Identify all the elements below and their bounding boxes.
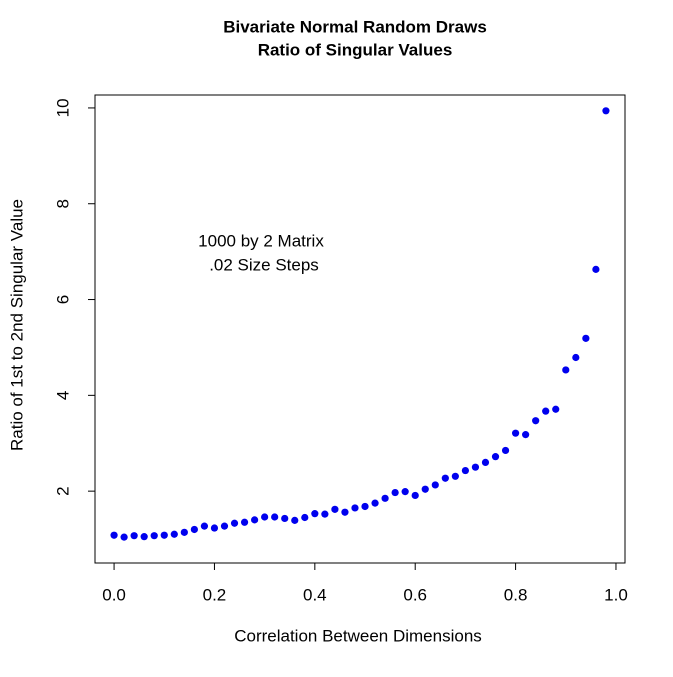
point xyxy=(542,407,550,415)
point xyxy=(351,504,359,512)
y-tick-label: 2 xyxy=(53,486,72,495)
x-tick-label: 0.2 xyxy=(203,585,227,604)
point xyxy=(602,107,610,115)
point xyxy=(120,533,128,541)
point xyxy=(471,463,480,471)
point xyxy=(311,510,319,518)
point xyxy=(301,513,309,522)
point xyxy=(511,429,520,437)
point xyxy=(251,516,259,524)
point xyxy=(150,532,158,540)
point xyxy=(592,265,600,273)
x-tick-label: 0.6 xyxy=(403,585,427,604)
x-tick-label: 0.4 xyxy=(303,585,327,604)
point xyxy=(130,532,138,540)
point xyxy=(371,499,379,507)
point xyxy=(381,494,389,502)
point xyxy=(451,472,459,480)
chart-title: Bivariate Normal Random Draws xyxy=(223,17,487,36)
point xyxy=(501,446,510,455)
point xyxy=(291,516,299,524)
point xyxy=(391,488,399,497)
y-tick-label: 8 xyxy=(53,199,72,208)
point xyxy=(431,481,439,489)
point xyxy=(562,366,570,374)
point xyxy=(572,353,580,362)
point xyxy=(240,518,249,526)
point xyxy=(170,530,178,538)
x-tick-label: 0.8 xyxy=(504,585,528,604)
point xyxy=(481,458,490,467)
point xyxy=(180,528,188,536)
point xyxy=(230,519,239,527)
point xyxy=(190,525,198,534)
point xyxy=(421,485,429,493)
point xyxy=(110,531,118,539)
y-axis-label: Ratio of 1st to 2nd Singular Value xyxy=(7,199,26,451)
point xyxy=(552,405,560,413)
point xyxy=(401,488,409,496)
point xyxy=(522,431,530,439)
point xyxy=(210,524,219,532)
x-axis-label: Correlation Between Dimensions xyxy=(234,626,482,645)
y-tick-label: 6 xyxy=(53,295,72,304)
point xyxy=(160,531,168,539)
point xyxy=(200,522,209,530)
point xyxy=(331,505,339,513)
y-tick-label: 4 xyxy=(53,391,72,400)
point xyxy=(532,417,540,425)
point xyxy=(321,510,329,518)
point xyxy=(411,491,419,500)
x-tick-label: 1.0 xyxy=(604,585,628,604)
y-tick-label: 10 xyxy=(53,98,72,117)
point xyxy=(261,513,269,521)
point xyxy=(271,513,279,521)
annotation: 1000 by 2 Matrix xyxy=(198,231,324,250)
point xyxy=(220,522,229,530)
annotation: .02 Size Steps xyxy=(209,255,319,274)
point xyxy=(281,514,289,523)
point xyxy=(491,453,500,461)
point xyxy=(461,466,469,475)
chart-title: Ratio of Singular Values xyxy=(258,40,453,59)
point xyxy=(361,502,369,511)
point xyxy=(140,533,148,541)
point xyxy=(582,334,590,342)
plot-frame xyxy=(94,94,626,564)
point xyxy=(441,474,449,482)
point xyxy=(341,508,349,516)
x-tick-label: 0.0 xyxy=(102,585,126,604)
